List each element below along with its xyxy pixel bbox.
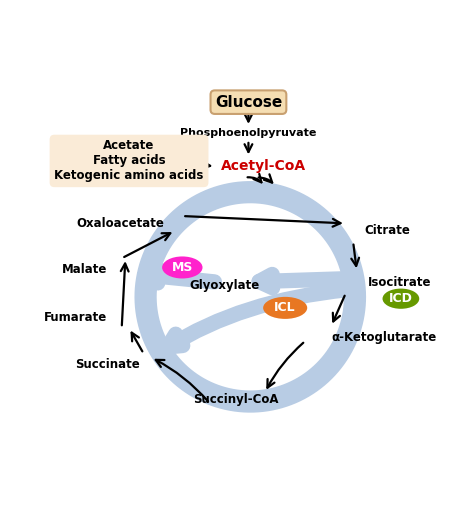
Text: Glyoxylate: Glyoxylate [190,279,260,292]
Text: Acetate
Fatty acids
Ketogenic amino acids: Acetate Fatty acids Ketogenic amino acid… [55,139,204,183]
Text: Succinate: Succinate [75,358,140,371]
Text: Citrate: Citrate [364,224,410,237]
Text: Phosphoenolpyruvate: Phosphoenolpyruvate [180,128,317,138]
Text: α-Ketoglutarate: α-Ketoglutarate [331,331,437,344]
Text: Fumarate: Fumarate [44,310,107,323]
Text: Isocitrate: Isocitrate [368,276,431,289]
Text: Succinyl-CoA: Succinyl-CoA [193,393,278,406]
Text: ICL: ICL [274,301,296,315]
Text: MS: MS [172,261,193,274]
Text: ICD: ICD [389,292,413,305]
Text: Oxaloacetate: Oxaloacetate [76,217,164,230]
Ellipse shape [162,257,202,278]
Text: Glucose: Glucose [215,95,282,109]
Text: Acetyl-CoA: Acetyl-CoA [220,159,306,174]
Ellipse shape [263,297,307,319]
Ellipse shape [383,289,419,309]
Text: Malate: Malate [62,263,107,276]
